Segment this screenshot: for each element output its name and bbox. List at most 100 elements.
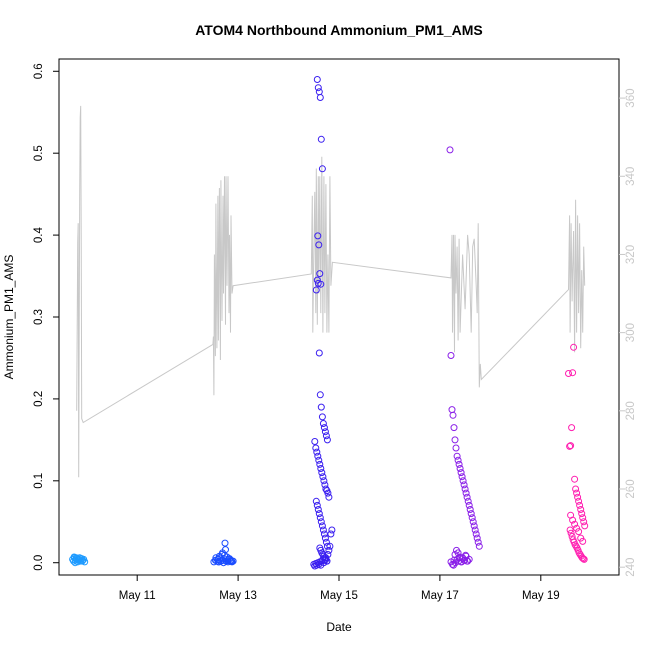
y-tick-label: 0.4 <box>33 227 45 244</box>
data-point <box>469 518 477 526</box>
data-point <box>322 432 330 440</box>
data-point <box>570 343 578 351</box>
data-point <box>322 538 330 546</box>
x-tick-label: May 19 <box>522 590 560 602</box>
data-point <box>449 411 457 419</box>
data-point <box>571 475 579 483</box>
data-point <box>318 469 326 477</box>
x-tick-label: May 17 <box>421 590 459 602</box>
data-point <box>579 514 587 522</box>
x-tick-label: May 11 <box>119 590 156 602</box>
points-layer <box>69 76 589 570</box>
data-point <box>456 465 464 472</box>
data-point <box>571 520 579 528</box>
y-tick-label: 0.0 <box>33 555 45 571</box>
data-point <box>454 549 462 557</box>
data-point <box>462 489 470 497</box>
data-point <box>448 406 456 414</box>
data-point <box>320 424 328 432</box>
data-point <box>579 537 587 545</box>
data-point <box>574 493 582 501</box>
data-point <box>317 403 325 411</box>
data-point <box>313 276 321 284</box>
data-point <box>318 165 326 173</box>
data-point <box>471 526 479 534</box>
data-point <box>450 561 457 569</box>
data-point <box>579 555 587 563</box>
data-point <box>473 534 481 542</box>
data-point <box>580 518 588 526</box>
y2-tick-label: 360 <box>625 89 637 108</box>
x-tick-label: May 15 <box>320 590 358 602</box>
data-point <box>572 485 580 493</box>
data-point <box>461 485 469 493</box>
data-point <box>573 489 581 497</box>
data-point <box>327 530 335 538</box>
data-point <box>465 501 473 509</box>
data-point <box>318 413 326 421</box>
data-point <box>316 270 324 278</box>
data-point <box>458 473 466 481</box>
data-point <box>328 526 336 534</box>
data-point <box>455 460 463 468</box>
data-point <box>451 436 459 444</box>
data-point <box>460 481 468 489</box>
data-point <box>322 555 330 563</box>
data-point <box>326 542 334 550</box>
axes-layer: May 11 May 13 May 15 May 17 May 19 0.0 0.1 0.2 0… <box>33 63 637 602</box>
data-point <box>314 279 322 287</box>
data-point <box>463 557 471 565</box>
data-point <box>324 489 332 497</box>
data-point <box>228 557 235 565</box>
y-tick-label: 0.3 <box>33 309 45 325</box>
data-point <box>317 135 325 143</box>
data-point <box>457 469 465 477</box>
data-point <box>315 510 323 518</box>
data-point <box>466 506 474 513</box>
data-point <box>578 554 586 562</box>
data-point <box>317 518 325 526</box>
data-point <box>316 460 324 468</box>
y2-tick-label: 340 <box>625 167 637 186</box>
data-point <box>446 146 454 154</box>
data-point <box>321 428 329 436</box>
plot-frame <box>58 58 620 576</box>
data-point <box>314 84 322 92</box>
data-point <box>318 522 326 530</box>
y-tick-label: 0.2 <box>33 391 45 407</box>
x-axis-label: Date <box>326 620 352 634</box>
data-point <box>312 497 320 505</box>
data-point <box>313 76 321 83</box>
data-point <box>321 481 329 489</box>
y-axis-label: Ammonium_PM1_AMS <box>2 255 16 380</box>
data-point <box>565 370 572 377</box>
data-point <box>472 530 480 538</box>
data-point <box>78 557 86 565</box>
data-point <box>319 526 327 534</box>
line-series <box>76 105 586 478</box>
y2-tick-label: 320 <box>625 245 637 264</box>
data-point <box>464 497 472 505</box>
data-point <box>322 485 330 493</box>
data-point <box>224 556 231 564</box>
data-point <box>453 452 461 460</box>
y2-tick-label: 240 <box>625 558 637 577</box>
data-point <box>569 516 577 524</box>
data-point <box>320 477 328 485</box>
data-point <box>314 506 322 513</box>
data-point <box>323 557 331 565</box>
data-point <box>221 539 229 547</box>
data-point <box>325 493 333 501</box>
data-point <box>575 528 583 536</box>
data-point <box>316 94 324 101</box>
data-point <box>73 555 81 563</box>
data-point <box>447 352 455 359</box>
data-point <box>578 510 586 518</box>
data-point <box>566 442 574 450</box>
data-point <box>580 555 588 563</box>
data-point <box>316 391 324 399</box>
data-point <box>321 534 329 542</box>
data-point <box>312 444 320 452</box>
data-point <box>325 546 333 554</box>
